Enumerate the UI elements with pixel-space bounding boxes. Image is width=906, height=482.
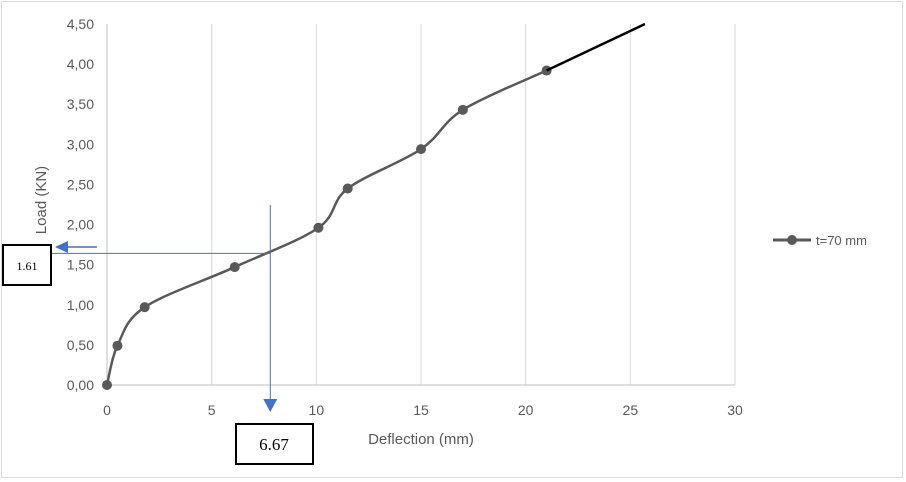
- y-value-callout: 1.61: [2, 244, 52, 286]
- y-tick-label: 2,00: [67, 217, 94, 233]
- y-tick-label: 1,50: [67, 257, 94, 273]
- y-tick-label: 3,50: [67, 96, 94, 112]
- y-tick-labels: 0,00 0,50 1,00 1,50 2,00 2,50 3,00 3,50 4,00 4,50: [67, 16, 94, 393]
- x-tick-label: 0: [103, 402, 111, 418]
- x-tick-label: 30: [727, 402, 743, 418]
- data-point: [416, 144, 426, 155]
- y-arrow-head: [55, 241, 68, 253]
- x-tick-labels: 0 5 10 15 20 25 30: [103, 402, 743, 418]
- y-tick-label: 0,50: [67, 337, 94, 353]
- x-value-callout-box: [235, 423, 314, 465]
- series-layer: [102, 22, 646, 390]
- y-tick-label: 0,00: [67, 377, 94, 393]
- x-value-callout: 6.67: [235, 423, 314, 465]
- y-tick-label: 1,00: [67, 297, 94, 313]
- y-tick-label: 3,00: [67, 136, 94, 152]
- x-axis-title: Deflection (mm): [368, 431, 474, 448]
- legend-marker: [787, 235, 797, 245]
- legend-label: t=70 mm: [816, 233, 867, 248]
- data-point: [457, 104, 468, 115]
- y-tick-label: 4,00: [67, 56, 94, 72]
- axes: [106, 24, 735, 386]
- legend: t=70 mm: [773, 233, 867, 248]
- extension-line: [546, 22, 646, 72]
- x-arrow-head: [263, 399, 278, 412]
- y-tick-label: 4,50: [67, 16, 94, 32]
- data-point: [342, 183, 353, 194]
- x-tick-label: 20: [518, 402, 534, 418]
- data-point: [139, 302, 150, 313]
- data-point: [112, 340, 123, 351]
- annotation-layer: [49, 205, 278, 412]
- x-tick-label: 15: [413, 402, 429, 418]
- grid-lines: [211, 24, 736, 385]
- data-point: [229, 262, 240, 273]
- series-line: [105, 69, 548, 386]
- x-tick-label: 25: [623, 402, 639, 418]
- y-tick-label: 2,50: [67, 176, 94, 192]
- x-tick-label: 10: [309, 402, 325, 418]
- data-point: [102, 380, 112, 390]
- x-tick-label: 5: [208, 402, 216, 418]
- data-point: [313, 222, 324, 233]
- y-value-callout-box: [2, 244, 52, 286]
- y-axis-title: Load (KN): [33, 166, 50, 234]
- x-value-callout-text: 6.67: [259, 435, 289, 454]
- y-value-callout-text: 1.61: [17, 259, 38, 273]
